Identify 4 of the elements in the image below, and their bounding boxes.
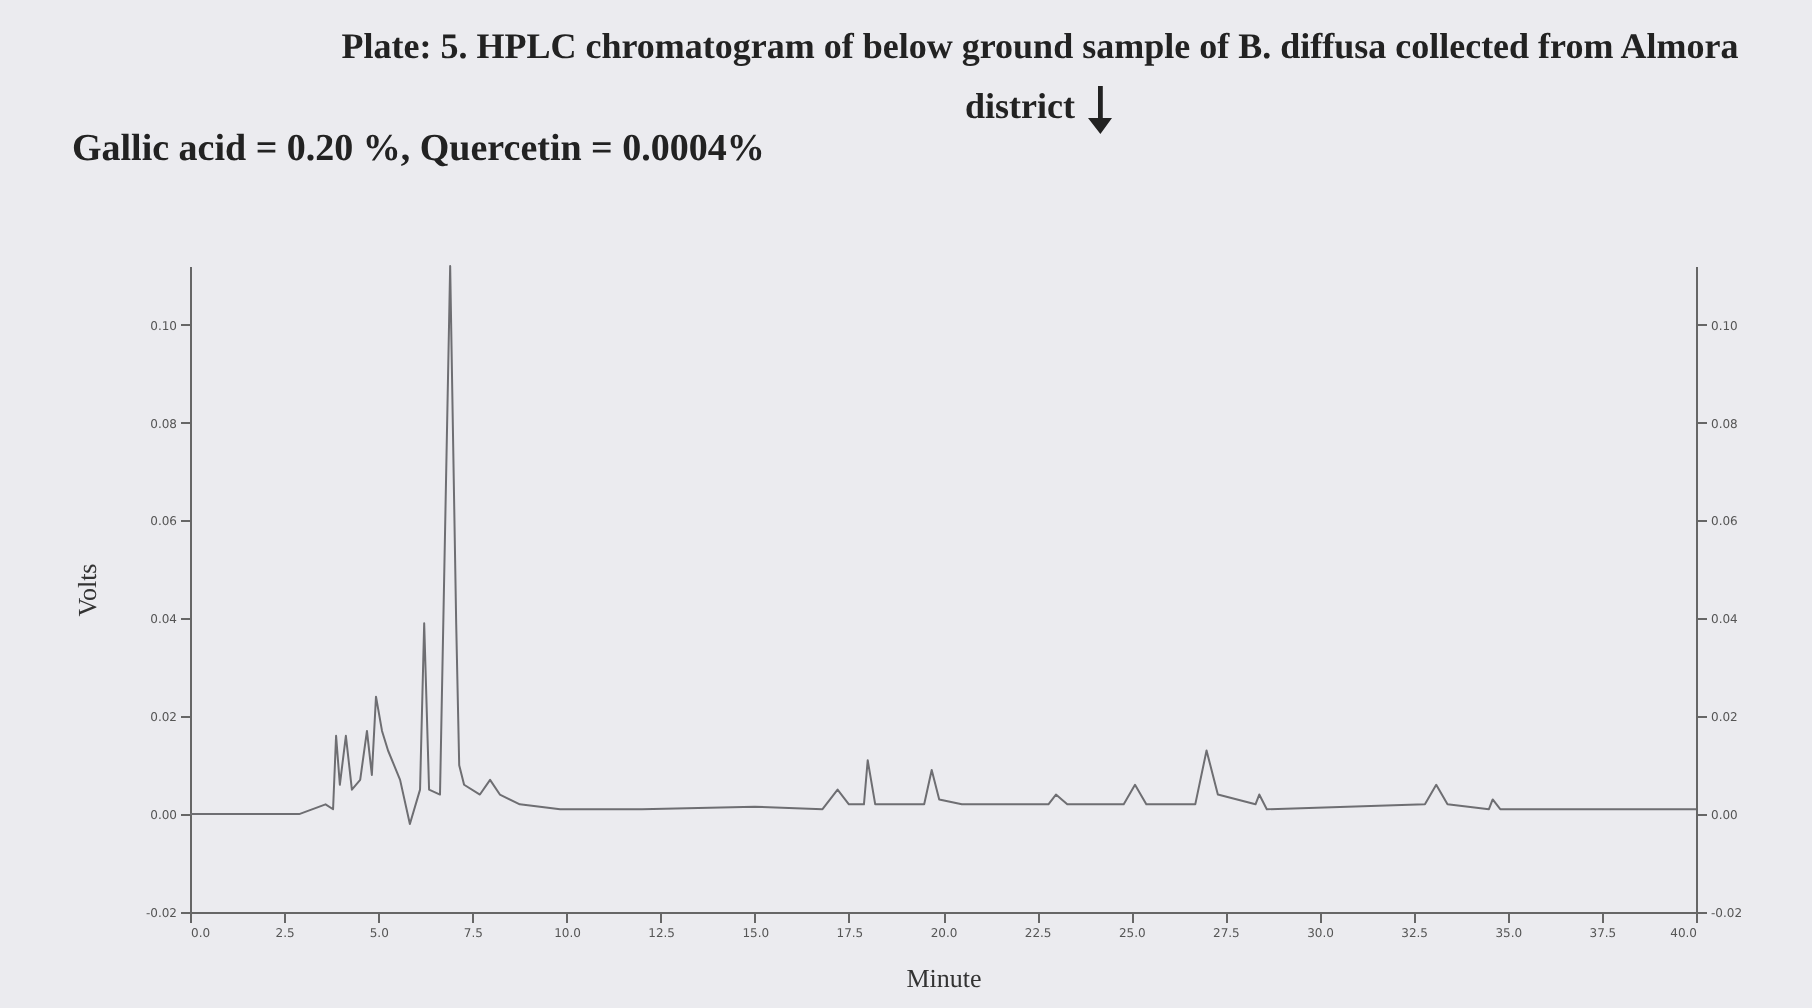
y-axis-title: Volts	[71, 563, 102, 617]
x-axis-title: Minute	[906, 963, 982, 993]
chart-subtitle: Gallic acid = 0.20 %, Quercetin = 0.0004%	[72, 128, 765, 172]
chart-title: Plate: 5. HPLC chromatogram of below ground sample of B. diffusa collected from Almora district	[341, 26, 1739, 126]
